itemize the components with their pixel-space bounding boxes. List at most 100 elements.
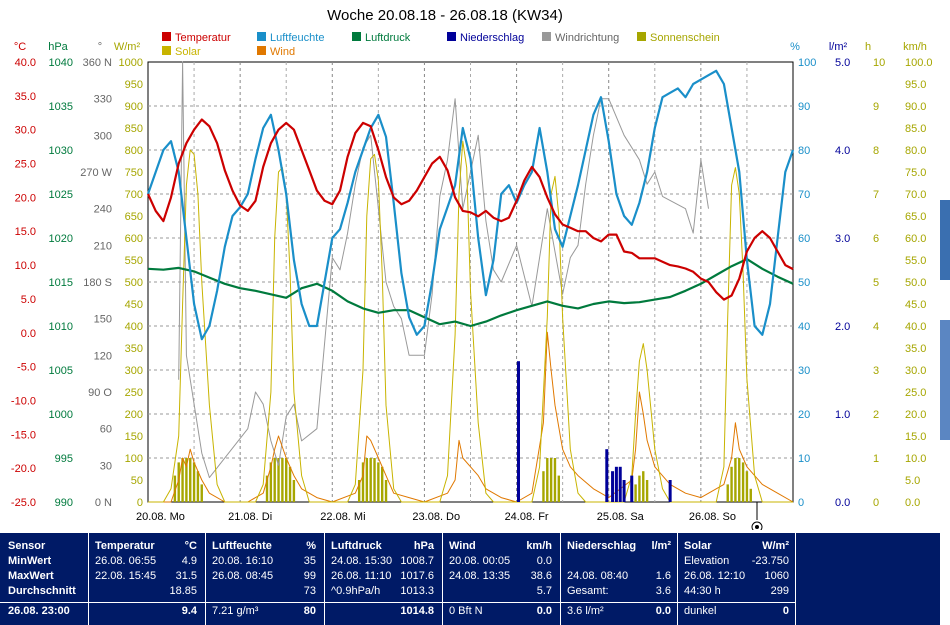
stats-hum-now: 80 (303, 605, 316, 617)
stats-rain-total: 3.6 (655, 585, 671, 597)
stats-temp-unit: °C (184, 540, 197, 552)
sunshine-bar (292, 480, 296, 502)
y-tick-label-temp: 0.0 (21, 328, 36, 340)
x-tick-label: 22.08. Mi (320, 511, 365, 523)
stats-col-sensor: Sensor MinWert MaxWert Durchschnitt 26.0… (0, 533, 88, 625)
window-edge (940, 0, 950, 625)
y-tick-label-rain: 4.0 (835, 145, 850, 157)
y-tick-label-pressure: 1010 (49, 321, 73, 333)
stats-col-solar: Solar W/m² Elevation -23.750 26.08. 12:10 1… (677, 533, 795, 625)
y-tick-label-humidity: 50 (798, 277, 810, 289)
y-tick-label-solar: 50 (131, 475, 143, 487)
y-tick-label-solar: 250 (125, 387, 143, 399)
stats-rain-now: 0.0 (655, 605, 671, 617)
y-tick-label-solar: 950 (125, 79, 143, 91)
y-tick-label-solar: 850 (125, 123, 143, 135)
stats-press-header: Luftdruck (331, 540, 382, 552)
y-tick-label-humidity: 10 (798, 453, 810, 465)
y-axis-unit-solar: W/m² (114, 41, 141, 53)
y-tick-label-direction: 270 W (80, 167, 112, 179)
y-axis-unit-temp: °C (14, 41, 26, 53)
y-tick-label-wind: 40.0 (905, 321, 926, 333)
y-tick-label-direction: 150 (94, 314, 112, 326)
y-tick-label-humidity: 80 (798, 145, 810, 157)
legend-label: Windrichtung (555, 32, 619, 44)
stats-temp-avg: 18.85 (169, 585, 197, 597)
stats-label-max: MaxWert (8, 570, 54, 582)
rain-bar (614, 466, 618, 502)
y-tick-label-sunshine: 5 (873, 277, 879, 289)
stats-solar-max-time: 26.08. 12:10 (684, 570, 746, 582)
y-tick-label-sunshine: 0 (873, 497, 879, 509)
stats-solar-state: dunkel (684, 605, 717, 617)
y-tick-label-solar: 1000 (119, 57, 143, 69)
sunshine-bar (542, 471, 545, 502)
y-tick-label-sunshine: 8 (873, 145, 879, 157)
sunshine-bar (181, 458, 184, 502)
y-tick-label-humidity: 70 (798, 189, 810, 201)
y-axis-unit-rain: l/m² (829, 41, 848, 53)
y-tick-label-sunshine: 4 (873, 321, 879, 333)
y-tick-label-temp: 35.0 (15, 91, 36, 103)
x-tick-label: 26.08. So (689, 511, 736, 523)
sunshine-bar (288, 466, 292, 502)
stats-press-avg: 1013.3 (400, 585, 434, 597)
stats-rain-header: Niederschlag (567, 540, 637, 552)
y-tick-label-direction: 90 O (88, 387, 112, 399)
y-tick-label-humidity: 90 (798, 101, 810, 113)
stats-rain-unit: l/m² (651, 540, 671, 552)
sunshine-bar (173, 475, 177, 502)
y-tick-label-pressure: 1035 (49, 101, 73, 113)
stats-temp-max-time: 22.08. 15:45 (95, 570, 157, 582)
stats-solar-header: Solar (684, 540, 712, 552)
stats-rain-today: 3.6 l/m² (567, 605, 604, 617)
legend-swatch (162, 32, 171, 41)
y-tick-label-sunshine: 7 (873, 189, 879, 201)
sunshine-bar (642, 471, 645, 502)
stats-press-now: 1014.8 (400, 605, 434, 617)
y-tick-label-direction: 360 N (83, 57, 112, 69)
stats-hum-max: 99 (303, 570, 316, 582)
legend-label: Wind (270, 46, 295, 58)
y-tick-label-solar: 200 (125, 409, 143, 421)
sunshine-bar (357, 480, 361, 502)
rain-bar (668, 480, 672, 502)
y-tick-label-direction: 330 (94, 94, 112, 106)
sunshine-bar (369, 458, 372, 502)
stats-temp-min-time: 26.08. 06:55 (95, 555, 157, 567)
y-tick-label-sunshine: 10 (873, 57, 885, 69)
y-tick-label-pressure: 1005 (49, 365, 73, 377)
y-tick-label-humidity: 20 (798, 409, 810, 421)
x-tick-label: 24.08. Fr (505, 511, 549, 523)
stats-rain-max: 1.6 (655, 570, 671, 582)
sunshine-bar (553, 458, 557, 502)
stats-wind-unit: km/h (526, 540, 552, 552)
legend-label: Solar (175, 46, 201, 58)
y-tick-label-solar: 600 (125, 233, 143, 245)
y-axis-unit-sunshine: h (865, 41, 871, 53)
series-line-luftfeuchte (146, 69, 795, 341)
y-tick-label-rain: 2.0 (835, 321, 850, 333)
y-tick-label-temp: -20.0 (11, 463, 36, 475)
stats-col-rain: Niederschlag l/m² 24.08. 08:40 1.6 Gesamt:… (560, 533, 677, 625)
x-tick-label: 20.08. Mo (136, 511, 185, 523)
y-tick-label-wind: 0.0 (905, 497, 920, 509)
stats-col-pressure: Luftdruck hPa 24.08. 15:30 1008.7 26.08. 1… (324, 533, 442, 625)
series-line-solar (148, 140, 793, 503)
sunshine-bar (285, 458, 288, 502)
sunshine-bar (645, 480, 649, 502)
legend-swatch (162, 46, 171, 55)
y-axis-unit-wind: km/h (903, 41, 927, 53)
y-tick-label-solar: 450 (125, 299, 143, 311)
y-tick-label-wind: 75.0 (905, 167, 926, 179)
stats-label-min: MinWert (8, 555, 52, 567)
stats-wind-header: Wind (449, 540, 476, 552)
y-tick-label-solar: 500 (125, 277, 143, 289)
y-tick-label-rain: 0.0 (835, 497, 850, 509)
y-tick-label-wind: 100.0 (905, 57, 933, 69)
stats-hum-abs: 7.21 g/m³ (212, 605, 259, 617)
legend-swatch (637, 32, 646, 41)
sunshine-bar (384, 480, 388, 502)
sunshine-bar (634, 484, 637, 502)
sunshine-bar (177, 462, 180, 502)
